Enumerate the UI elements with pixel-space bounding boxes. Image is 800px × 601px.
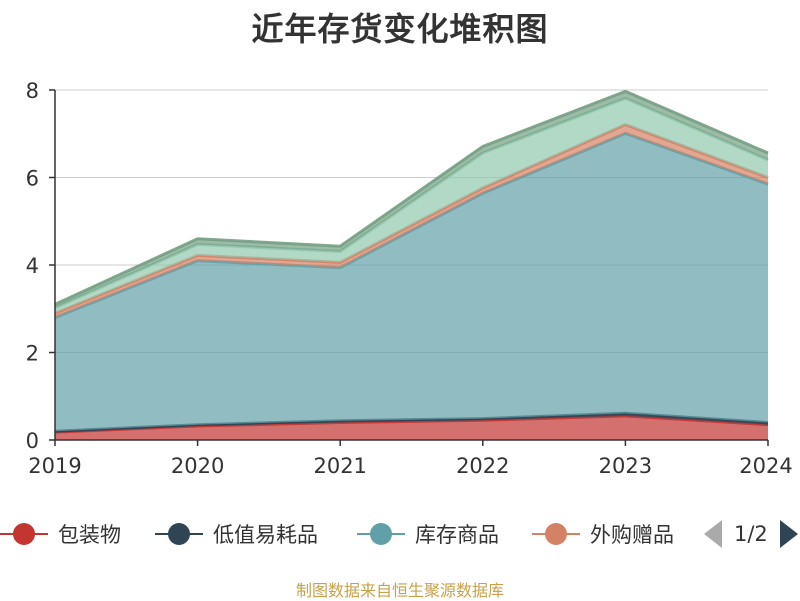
x-tick-label: 2022 (456, 454, 509, 478)
y-tick-label: 8 (26, 79, 39, 103)
x-tick-label: 2019 (28, 454, 81, 478)
legend-label: 低值易耗品 (213, 523, 318, 547)
legend-label: 外购赠品 (590, 523, 674, 547)
legend-next-page-icon[interactable] (779, 520, 798, 548)
area-series-4 (55, 98, 768, 314)
x-tick-label: 2024 (739, 454, 792, 478)
legend-swatch (357, 522, 405, 546)
line-series-5 (54, 89, 769, 306)
y-tick-label: 4 (26, 254, 39, 278)
legend-label: 包装物 (58, 523, 121, 547)
area-series-2 (55, 133, 768, 432)
legend-swatch-dot (13, 523, 35, 545)
x-tick-label: 2023 (599, 454, 652, 478)
legend-item[interactable]: 库存商品 (357, 512, 499, 556)
area-series-0 (55, 415, 768, 440)
line-series-1 (54, 411, 769, 433)
legend-swatch (532, 522, 580, 546)
x-tick-label: 2021 (313, 454, 366, 478)
legend-swatch-dot (370, 523, 392, 545)
y-tick-label: 6 (26, 167, 39, 191)
y-tick-label: 0 (26, 429, 39, 453)
legend-pager: 1/2 (700, 512, 800, 556)
y-tick-label: 2 (26, 342, 39, 366)
area-series-5 (55, 91, 768, 308)
legend: 包装物 低值易耗品 库存商品 外购赠品 (0, 512, 800, 556)
legend-swatch-dot (168, 523, 190, 545)
legend-swatch (155, 522, 203, 546)
legend-page-indicator: 1/2 (734, 522, 768, 546)
legend-swatch-dot (545, 523, 567, 545)
x-tick-label: 2020 (171, 454, 224, 478)
legend-item[interactable]: 外购赠品 (532, 512, 674, 556)
legend-prev-page-icon[interactable] (704, 520, 722, 548)
legend-label: 库存商品 (415, 523, 499, 547)
legend-item[interactable]: 低值易耗品 (155, 512, 318, 556)
source-note: 制图数据来自恒生聚源数据库 (295, 581, 504, 600)
legend-item[interactable]: 包装物 (0, 512, 121, 556)
legend-swatch (0, 522, 48, 546)
chart-title: 近年存货变化堆积图 (251, 10, 549, 48)
